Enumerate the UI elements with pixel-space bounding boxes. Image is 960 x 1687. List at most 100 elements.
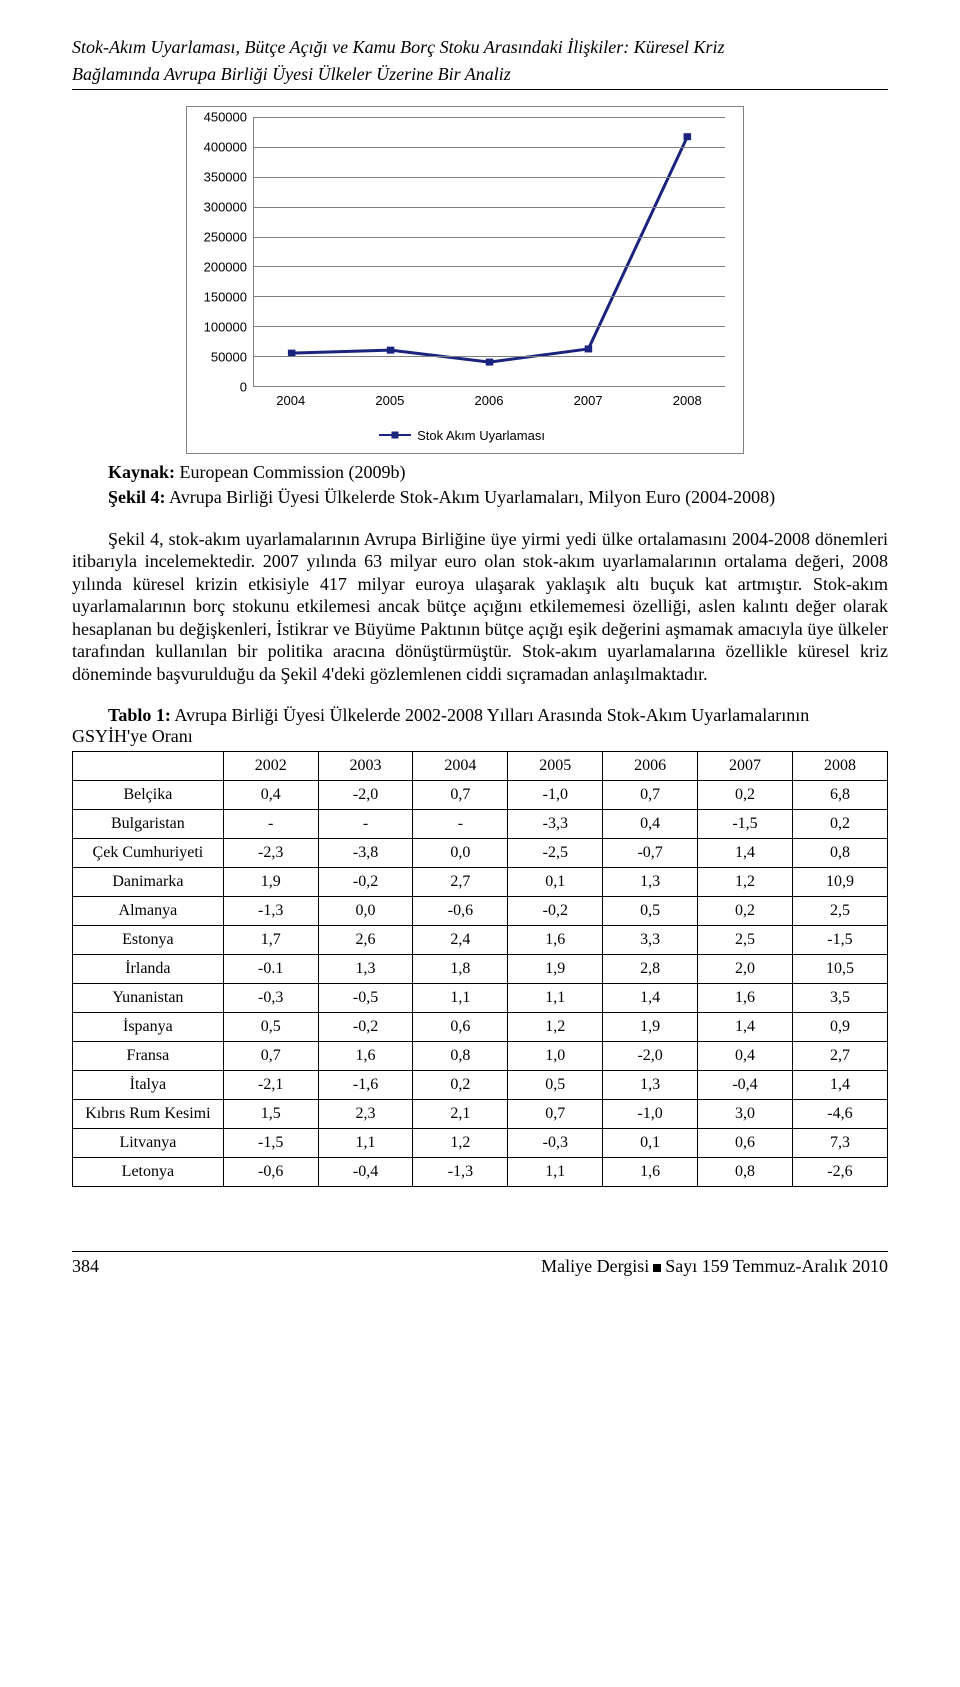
chart-y-tick-label: 150000 <box>204 290 247 305</box>
chart-gridline <box>254 117 725 118</box>
table-cell: -0,6 <box>413 897 508 926</box>
chart-series-line <box>254 117 725 386</box>
table-cell: - <box>223 810 318 839</box>
table-cell: 1,4 <box>698 839 793 868</box>
chart-plot-area <box>253 117 725 387</box>
table-cell: 1,3 <box>603 1071 698 1100</box>
table-cell: -1,3 <box>223 897 318 926</box>
table-cell: 1,9 <box>508 955 603 984</box>
table-cell: -1,0 <box>508 781 603 810</box>
table-cell: -0,5 <box>318 984 413 1013</box>
table-row-label: İtalya <box>73 1071 224 1100</box>
table-header-cell: 2008 <box>792 752 887 781</box>
table-cell: 2,7 <box>792 1042 887 1071</box>
table-row: Fransa0,71,60,81,0-2,00,42,7 <box>73 1042 888 1071</box>
table-cell: 2,7 <box>413 868 508 897</box>
table-cell: 0,0 <box>413 839 508 868</box>
chart-y-tick-label: 50000 <box>211 350 247 365</box>
table-cell: 0,7 <box>508 1100 603 1129</box>
chart-y-tick-label: 350000 <box>204 170 247 185</box>
table-cell: 2,1 <box>413 1100 508 1129</box>
footer-separator-icon <box>653 1264 661 1272</box>
table-row-label: İrlanda <box>73 955 224 984</box>
chart-x-tick-label: 2007 <box>574 393 603 408</box>
chart-container: 0500001000001500002000002500003000003500… <box>186 106 744 454</box>
table-cell: -2,3 <box>223 839 318 868</box>
table-cell: 1,1 <box>508 1158 603 1187</box>
table-header-cell: 2002 <box>223 752 318 781</box>
chart-y-tick-label: 100000 <box>204 320 247 335</box>
running-head-line-1: Stok-Akım Uyarlaması, Bütçe Açığı ve Kam… <box>72 36 888 59</box>
chart-title-bold: Şekil 4: <box>108 487 166 507</box>
table-cell: -1,6 <box>318 1071 413 1100</box>
table-cell: 1,7 <box>223 926 318 955</box>
table-header-row: 2002200320042005200620072008 <box>73 752 888 781</box>
table-header-cell: 2005 <box>508 752 603 781</box>
table-cell: -1,5 <box>792 926 887 955</box>
table-row-label: Çek Cumhuriyeti <box>73 839 224 868</box>
table-cell: 3,3 <box>603 926 698 955</box>
table-cell: -1,5 <box>223 1129 318 1158</box>
chart-gridline <box>254 207 725 208</box>
table-cell: -0,3 <box>508 1129 603 1158</box>
table-row: Kıbrıs Rum Kesimi1,52,32,10,7-1,03,0-4,6 <box>73 1100 888 1129</box>
chart-x-tick-label: 2008 <box>673 393 702 408</box>
body-paragraph: Şekil 4, stok-akım uyarlamalarının Avrup… <box>72 528 888 686</box>
table-cell: 2,6 <box>318 926 413 955</box>
table-cell: - <box>318 810 413 839</box>
table-cell: -1,5 <box>698 810 793 839</box>
chart-x-tick-label: 2005 <box>375 393 404 408</box>
table-body: Belçika0,4-2,00,7-1,00,70,26,8Bulgarista… <box>73 781 888 1187</box>
table-cell: 1,0 <box>508 1042 603 1071</box>
table-cell: -0,2 <box>318 868 413 897</box>
page-footer: 384 Maliye Dergisi Sayı 159 Temmuz-Aralı… <box>72 1251 888 1277</box>
table-cell: 0,7 <box>603 781 698 810</box>
table-cell: 3,5 <box>792 984 887 1013</box>
chart-source-text: European Commission (2009b) <box>180 462 406 482</box>
table-row-label: Kıbrıs Rum Kesimi <box>73 1100 224 1129</box>
chart-marker <box>585 345 593 352</box>
table-cell: 1,6 <box>318 1042 413 1071</box>
table-cell: 0,4 <box>223 781 318 810</box>
table-head: 2002200320042005200620072008 <box>73 752 888 781</box>
chart-legend-label: Stok Akım Uyarlaması <box>417 428 545 443</box>
table-cell: -0,4 <box>318 1158 413 1187</box>
table-cell: 7,3 <box>792 1129 887 1158</box>
table-row: Estonya1,72,62,41,63,32,5-1,5 <box>73 926 888 955</box>
table-row: Çek Cumhuriyeti-2,3-3,80,0-2,5-0,71,40,8 <box>73 839 888 868</box>
table-cell: -0,2 <box>318 1013 413 1042</box>
table-header-cell: 2004 <box>413 752 508 781</box>
table-row-label: Danimarka <box>73 868 224 897</box>
table-cell: -0,3 <box>223 984 318 1013</box>
chart-gridline <box>254 356 725 357</box>
table-cell: 0,1 <box>603 1129 698 1158</box>
table-cell: 2,5 <box>698 926 793 955</box>
table-cell: 1,1 <box>413 984 508 1013</box>
table-cell: 1,1 <box>318 1129 413 1158</box>
table-cell: -2,5 <box>508 839 603 868</box>
table-header-cell <box>73 752 224 781</box>
table-cell: 0,9 <box>792 1013 887 1042</box>
table-cell: 0,8 <box>792 839 887 868</box>
chart-title-caption: Şekil 4: Avrupa Birliği Üyesi Ülkelerde … <box>72 487 888 508</box>
table-cell: -0,7 <box>603 839 698 868</box>
table-cell: - <box>413 810 508 839</box>
table-cell: 1,2 <box>413 1129 508 1158</box>
chart-marker <box>684 133 692 140</box>
chart-source-label: Kaynak: <box>108 462 175 482</box>
table-cell: 1,8 <box>413 955 508 984</box>
chart-y-tick-label: 450000 <box>204 110 247 125</box>
table-cell: 0,6 <box>698 1129 793 1158</box>
table-cell: 0,2 <box>698 897 793 926</box>
table-cell: 0,6 <box>413 1013 508 1042</box>
table-cell: 2,8 <box>603 955 698 984</box>
table-cell: -2,6 <box>792 1158 887 1187</box>
table-cell: -1,3 <box>413 1158 508 1187</box>
table-cell: -0,6 <box>223 1158 318 1187</box>
chart-marker <box>387 347 395 354</box>
table-row: Danimarka1,9-0,22,70,11,31,210,9 <box>73 868 888 897</box>
footer-period: Temmuz-Aralık 2010 <box>733 1256 888 1277</box>
table-row: Litvanya-1,51,11,2-0,30,10,67,3 <box>73 1129 888 1158</box>
table-cell: 1,9 <box>223 868 318 897</box>
table-cell: 2,3 <box>318 1100 413 1129</box>
